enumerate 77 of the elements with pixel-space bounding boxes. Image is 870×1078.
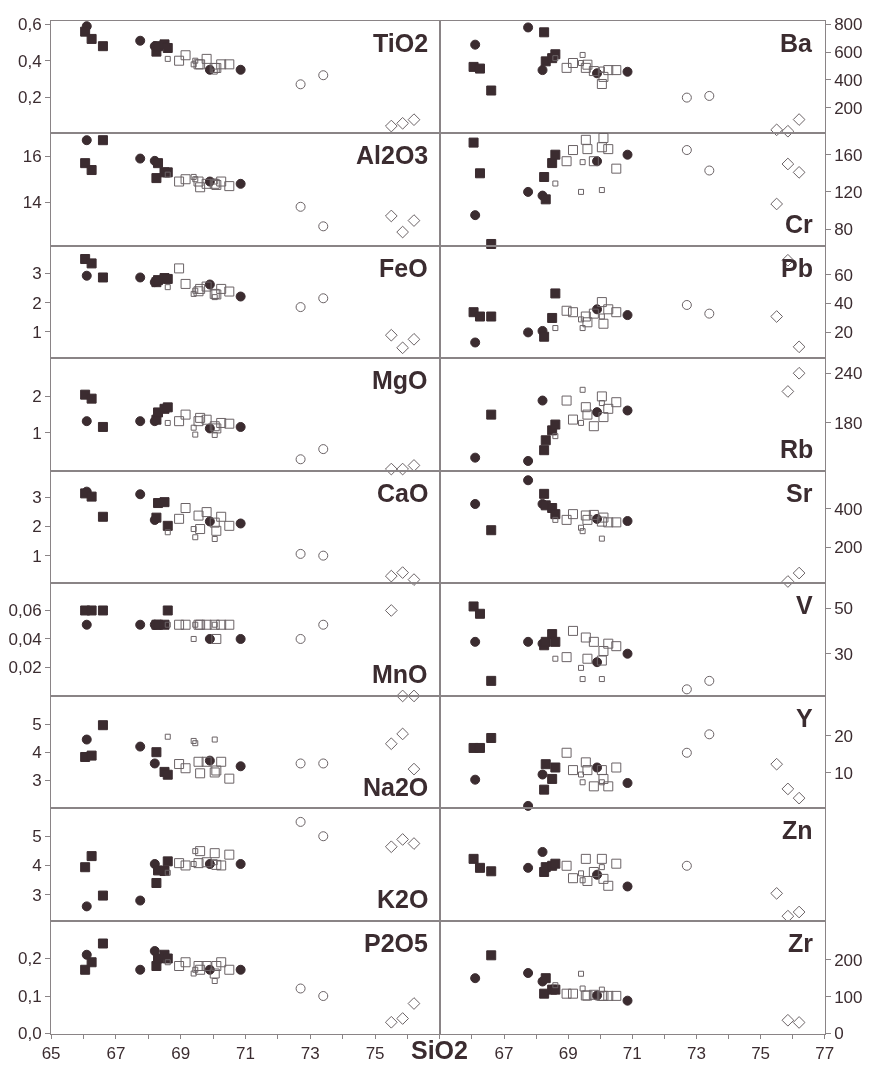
chart-title: Y [796, 704, 813, 732]
y-tick-label: 2 [32, 293, 42, 313]
x-tick-label: 71 [622, 1043, 642, 1063]
chart-title: P2O5 [364, 929, 429, 957]
y-tick-label: 200 [834, 98, 863, 118]
y-tick-label: 0,2 [18, 87, 42, 107]
chart-title: Sr [786, 479, 813, 507]
chart-title: CaO [377, 479, 429, 507]
y-tick-label: 3 [32, 771, 42, 791]
y-tick-label: 600 [834, 42, 863, 62]
y-tick-label: 10 [834, 763, 854, 783]
y-tick-label: 2 [32, 387, 42, 407]
y-tick-label: 200 [834, 538, 863, 558]
y-tick-label: 4 [32, 743, 42, 763]
y-tick-label: 0,2 [18, 949, 42, 969]
y-tick-label: 0,6 [18, 15, 42, 35]
y-tick-label: 1 [32, 546, 42, 566]
x-tick-label: 67 [494, 1043, 514, 1063]
x-tick-label: 75 [751, 1043, 771, 1063]
x-tick-label: 69 [558, 1043, 578, 1063]
y-tick-label: 400 [834, 70, 863, 90]
chart-title: MgO [372, 366, 428, 394]
x-tick-label: 75 [365, 1043, 385, 1063]
y-tick-label: 0,02 [8, 658, 42, 678]
y-tick-label: 240 [834, 364, 863, 384]
x-tick-label: 67 [106, 1043, 126, 1063]
x-tick-label: 77 [815, 1043, 835, 1063]
y-tick-label: 0 [834, 1024, 844, 1044]
y-tick-label: 1 [32, 423, 42, 443]
y-tick-label: 4 [32, 856, 42, 876]
y-tick-label: 30 [834, 644, 854, 664]
y-tick-label: 20 [834, 323, 854, 343]
y-tick-label: 5 [32, 715, 42, 735]
chart-title: Zr [788, 929, 814, 957]
y-tick-label: 3 [32, 885, 42, 905]
chart-title: Pb [781, 254, 813, 282]
y-tick-label: 5 [32, 827, 42, 847]
x-axis-title: SiO2 [411, 1036, 468, 1064]
y-tick-label: 200 [834, 950, 863, 970]
x-tick-label: 71 [236, 1043, 255, 1063]
y-tick-label: 80 [834, 220, 854, 240]
x-tick-label: 73 [300, 1043, 320, 1063]
y-tick-label: 3 [32, 264, 42, 284]
y-tick-label: 1 [32, 322, 42, 342]
x-tick-label: 69 [171, 1043, 191, 1063]
y-tick-label: 60 [834, 265, 854, 285]
x-tick-label: 73 [687, 1043, 706, 1063]
y-tick-label: 0,06 [8, 601, 42, 621]
y-tick-label: 100 [834, 987, 863, 1007]
text: K2O [377, 885, 429, 913]
chart-title: Zn [782, 816, 813, 844]
chart-title: Ba [780, 29, 814, 57]
x-tick-label: 65 [41, 1043, 61, 1063]
y-tick-label: 14 [22, 193, 42, 213]
y-tick-label: 50 [834, 599, 854, 619]
y-tick-label: 160 [834, 145, 863, 165]
y-tick-label: 3 [32, 488, 42, 508]
y-tick-label: 40 [834, 294, 854, 314]
text: MnO [372, 660, 428, 688]
text: Cr [785, 210, 814, 238]
y-tick-label: 800 [834, 15, 863, 35]
y-tick-label: 0,0 [18, 1024, 42, 1044]
chart-title: Al2O3 [356, 141, 429, 169]
text: Na2O [363, 773, 429, 801]
y-tick-label: 20 [834, 726, 854, 746]
y-tick-label: 400 [834, 499, 863, 519]
text: Rb [780, 435, 814, 463]
y-tick-label: 2 [32, 517, 42, 537]
y-tick-label: 0,1 [18, 986, 42, 1006]
chart-title: V [796, 591, 813, 619]
y-tick-label: 16 [22, 147, 42, 167]
y-tick-label: 0,04 [8, 629, 42, 649]
chart-title: TiO2 [373, 29, 429, 57]
y-tick-label: 0,4 [18, 51, 42, 71]
y-tick-label: 180 [834, 413, 863, 433]
chart-title: FeO [379, 254, 428, 282]
y-tick-label: 120 [834, 182, 863, 202]
